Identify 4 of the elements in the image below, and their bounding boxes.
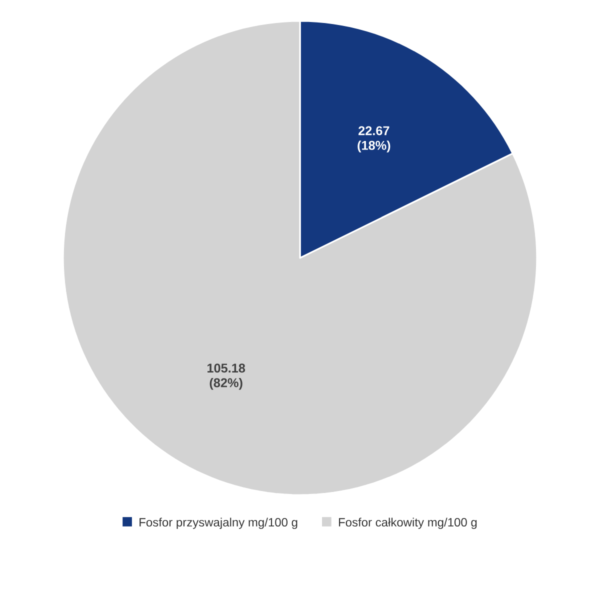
data-label: 22.67 (18%) (358, 126, 390, 152)
data-label: 105.18 (82%) (208, 364, 246, 390)
legend-label: Fosfor całkowity mg/100 g (338, 518, 477, 529)
legend-label: Fosfor przyswajalny mg/100 g (140, 518, 298, 529)
